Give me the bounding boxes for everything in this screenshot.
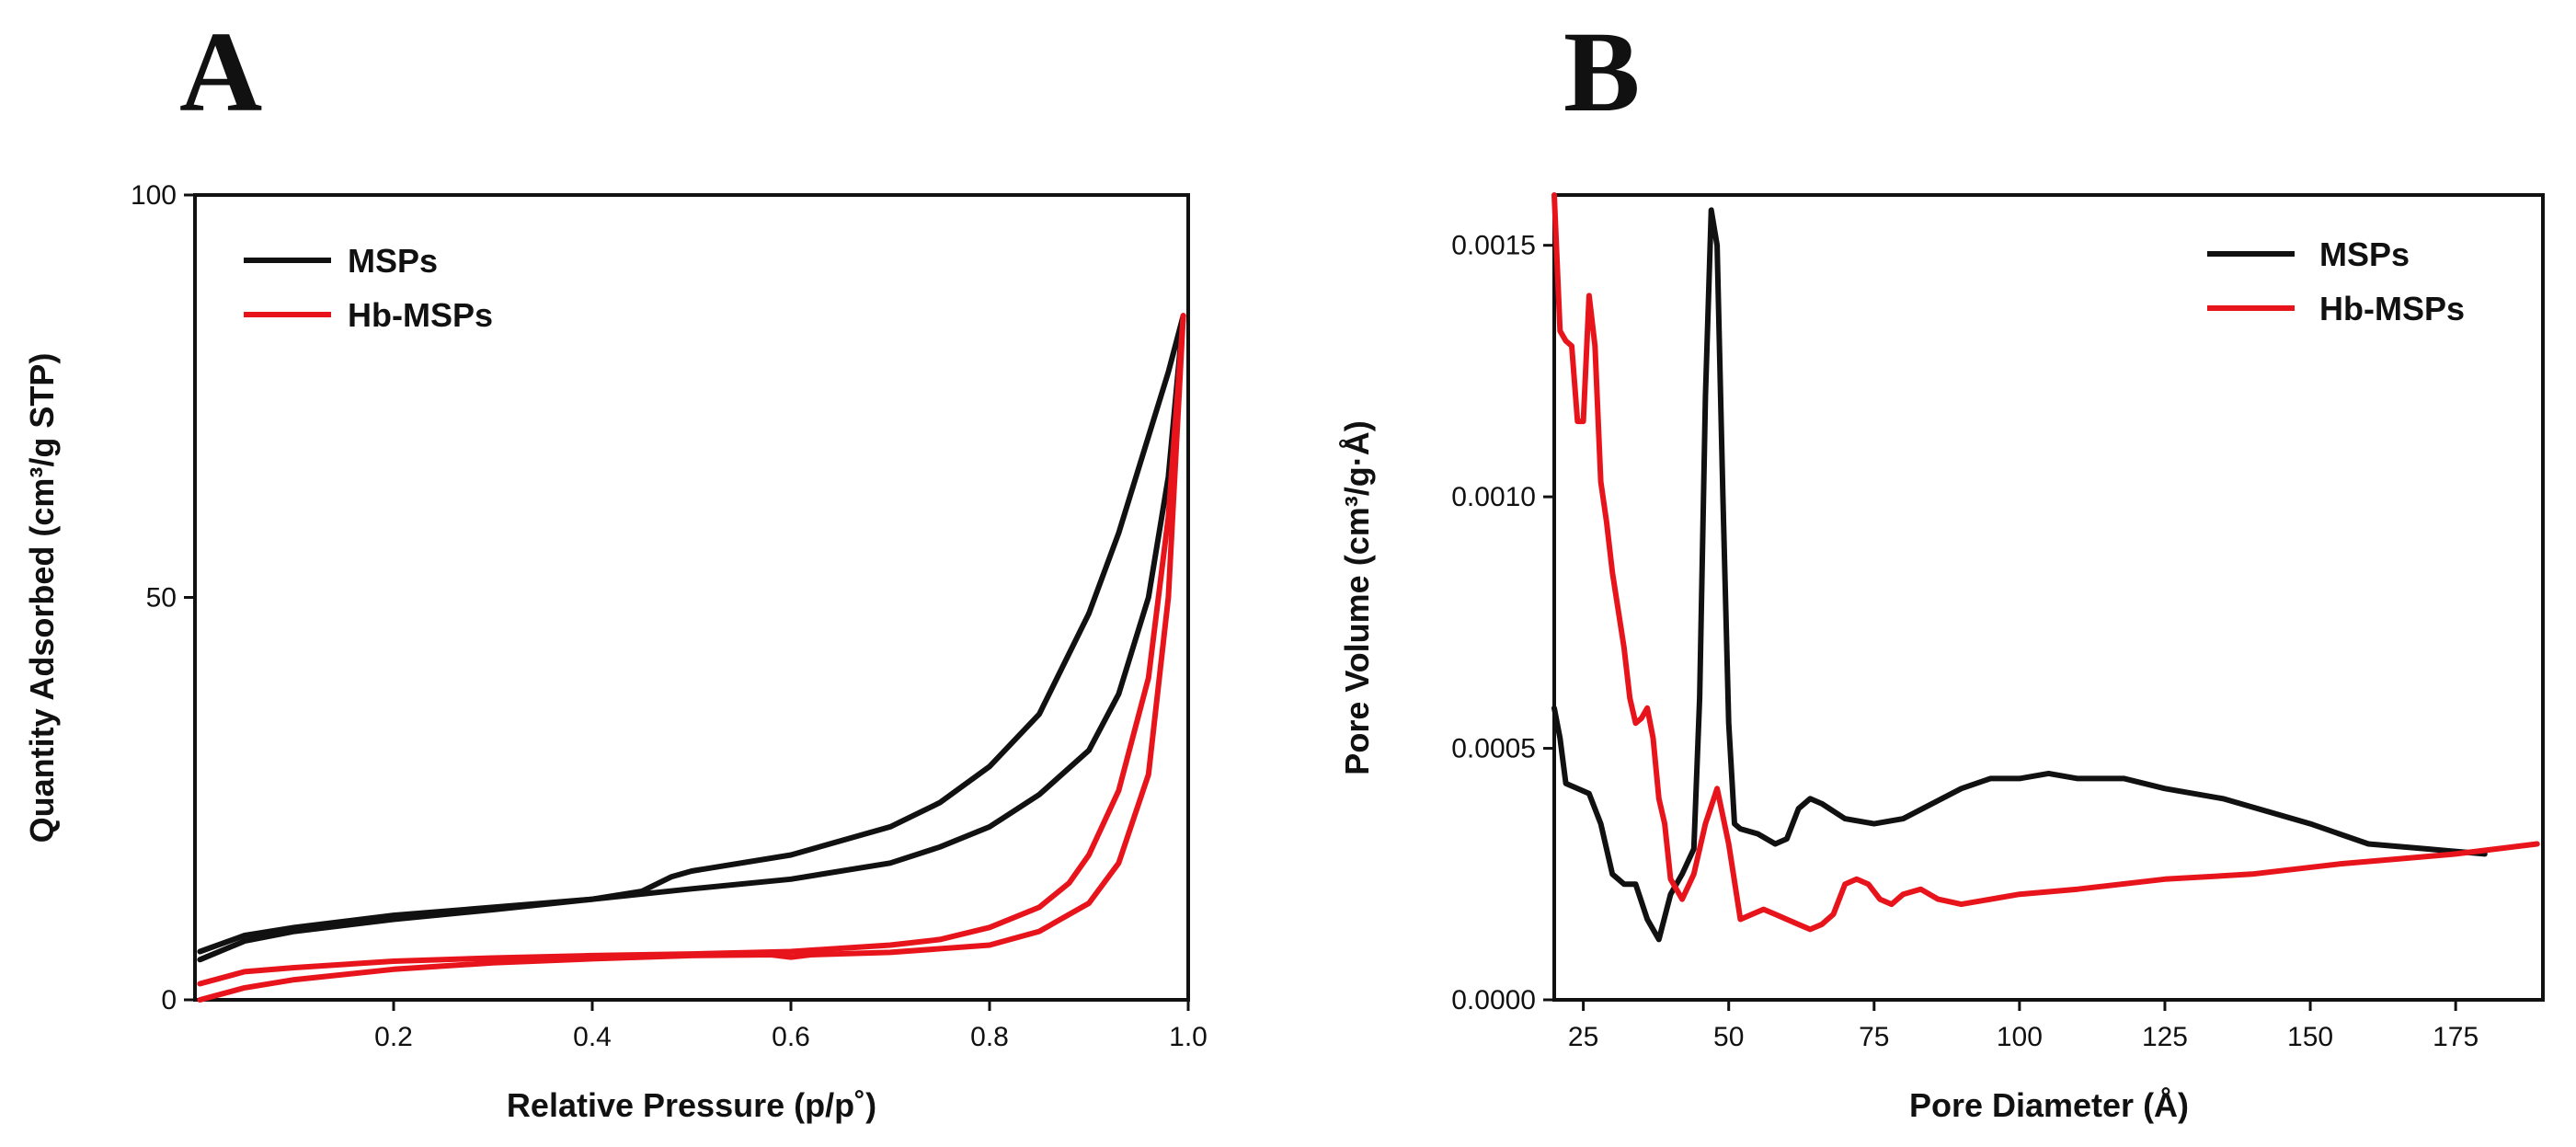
legend-label-msps: MSPs (2319, 235, 2410, 273)
y-tick-label: 50 (146, 583, 177, 614)
y-tick-label: 100 (131, 180, 177, 211)
y-tick-label: 0.0005 (1451, 734, 1536, 764)
x-tick-label: 150 (2287, 1022, 2333, 1052)
series-line-msps-branch (197, 313, 1186, 963)
x-tick-label: 0.4 (573, 1022, 612, 1052)
series-line-hb-msps (1551, 192, 2540, 933)
legend-label-hb-msps: Hb-MSPs (2319, 290, 2465, 327)
x-tick-label: 0.6 (772, 1022, 810, 1052)
series-line-msps (1551, 207, 2488, 943)
series-line-msps (197, 313, 1186, 955)
panel-b: B 25 50 75 100 125 150 175 0.0000 0.0005 0.0010 0.… (1338, 9, 2545, 1124)
legend-label-msps: MSPs (348, 242, 438, 280)
panel-a: A 0.2 0.4 0.6 0.8 1.0 0 50 100 MSPs Hb-MSPs Rel… (23, 9, 1208, 1124)
series-line-hb-msps (197, 313, 1186, 987)
series-line-hb-msps-branch (197, 313, 1186, 1003)
x-tick-label: 75 (1859, 1022, 1889, 1052)
panel-a-y-axis-label: Quantity Adsorbed (cm³/g STP) (23, 353, 61, 843)
x-tick-label: 100 (1997, 1022, 2043, 1052)
y-tick-label: 0 (161, 985, 177, 1015)
x-tick-label: 175 (2433, 1022, 2479, 1052)
panel-b-x-axis-label: Pore Diameter (Å) (1909, 1086, 2189, 1124)
panel-b-legend: MSPs Hb-MSPs (2207, 235, 2465, 327)
panel-a-legend: MSPs Hb-MSPs (244, 242, 493, 334)
panel-b-series (1551, 192, 2540, 943)
y-tick-label: 0.0010 (1451, 482, 1536, 512)
panel-a-plot-frame (193, 193, 1190, 1002)
panel-a-series (197, 313, 1186, 1003)
y-tick-label: 0.0015 (1451, 231, 1536, 261)
panel-b-plot-frame (1552, 193, 2545, 1002)
panel-a-letter: A (179, 9, 262, 136)
panel-b-y-axis-label: Pore Volume (cm³/g·Å) (1338, 420, 1376, 774)
x-tick-label: 25 (1568, 1022, 1598, 1052)
x-tick-label: 0.8 (970, 1022, 1009, 1052)
panel-a-x-axis-label: Relative Pressure (p/p˚) (507, 1086, 876, 1124)
legend-label-hb-msps: Hb-MSPs (348, 296, 493, 334)
x-tick-label: 50 (1713, 1022, 1744, 1052)
x-tick-label: 125 (2142, 1022, 2188, 1052)
panel-a-ticks: 0.2 0.4 0.6 0.8 1.0 0 50 100 (131, 180, 1208, 1052)
panel-b-letter: B (1563, 9, 1640, 136)
y-tick-label: 0.0000 (1451, 985, 1536, 1015)
x-tick-label: 1.0 (1169, 1022, 1208, 1052)
panel-b-ticks: 25 50 75 100 125 150 175 0.0000 0.0005 0.0010 0.00… (1451, 231, 2479, 1052)
x-tick-label: 0.2 (374, 1022, 413, 1052)
